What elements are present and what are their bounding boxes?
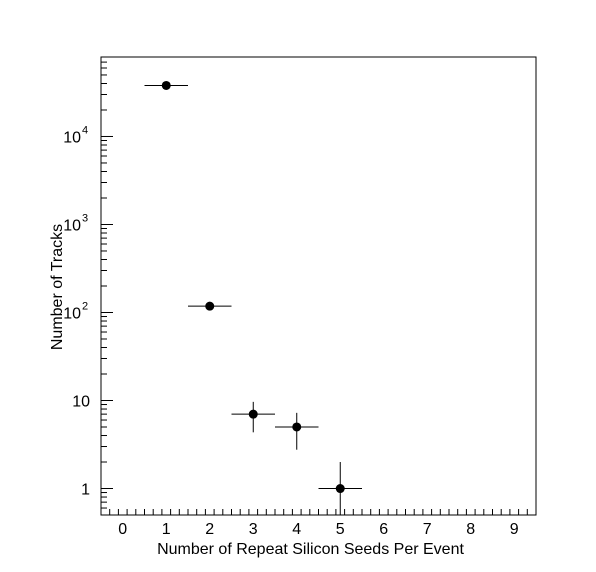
y-axis-label: Number of Tracks	[49, 224, 66, 350]
x-axis-label: Number of Repeat Silicon Seeds Per Event	[157, 541, 464, 558]
y-tick-label: 10	[63, 217, 81, 234]
marker	[161, 80, 171, 90]
x-tick-label: 4	[292, 521, 301, 538]
marker	[205, 301, 215, 311]
x-tick-label: 2	[205, 521, 214, 538]
x-tick-label: 5	[336, 521, 345, 538]
x-tick-label: 7	[423, 521, 432, 538]
y-tick-exponent: 2	[82, 300, 88, 312]
y-tick-exponent: 3	[82, 212, 88, 224]
x-axis: 0 1 2 3 4 5 6 7 8 9	[100, 509, 537, 538]
x-tick-label: 9	[510, 521, 519, 538]
data-point	[275, 412, 319, 450]
y-tick-label: 10	[63, 129, 81, 146]
y-tick-label: 10	[63, 305, 81, 322]
marker	[292, 422, 302, 432]
marker	[335, 484, 345, 494]
x-tick-label: 1	[162, 521, 171, 538]
x-tick-label: 6	[379, 521, 388, 538]
data-point	[318, 462, 362, 515]
y-tick-label: 10	[72, 394, 90, 411]
x-tick-label: 0	[118, 521, 127, 538]
y-tick-label: 1	[81, 482, 90, 499]
data-series	[144, 80, 362, 515]
data-point	[144, 80, 188, 90]
marker	[248, 409, 258, 419]
x-tick-label: 3	[249, 521, 258, 538]
data-point	[231, 401, 275, 433]
x-tick-label: 8	[466, 521, 475, 538]
data-point	[188, 301, 232, 311]
y-tick-exponent: 4	[82, 124, 88, 136]
